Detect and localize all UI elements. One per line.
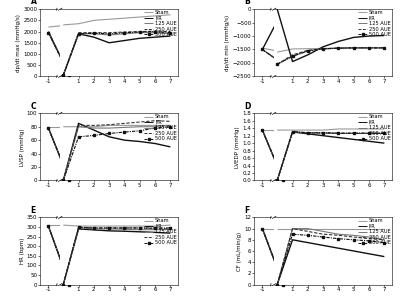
Text: F: F — [245, 206, 250, 215]
Y-axis label: CF (mL/min/g): CF (mL/min/g) — [237, 231, 242, 271]
Legend: Sham, I/R, 125 AUE, 250 AUE, 500 AUE: Sham, I/R, 125 AUE, 250 AUE, 500 AUE — [144, 114, 178, 142]
Text: E: E — [31, 206, 36, 215]
Y-axis label: HR (bpm): HR (bpm) — [20, 238, 25, 264]
Text: A: A — [31, 0, 37, 6]
Legend: Sham, I/R, 125 AUE, 250 AUE, 500 AUE: Sham, I/R, 125 AUE, 250 AUE, 500 AUE — [144, 218, 178, 246]
Text: B: B — [245, 0, 250, 6]
Y-axis label: dp/dt min (mmHg/s): dp/dt min (mmHg/s) — [226, 15, 230, 71]
Legend: Sham, I/R, 125 AUE, 250 AUE, 500 AUE: Sham, I/R, 125 AUE, 250 AUE, 500 AUE — [358, 10, 392, 38]
Y-axis label: dp/dt max (mmHg/s): dp/dt max (mmHg/s) — [16, 14, 21, 72]
Text: C: C — [31, 102, 36, 110]
Y-axis label: LVSP (mmHg): LVSP (mmHg) — [20, 128, 25, 166]
Legend: Sham, I/R, 125 AUE, 250 AUE, 500 AUE: Sham, I/R, 125 AUE, 250 AUE, 500 AUE — [144, 10, 178, 38]
Legend: Sham, I/R, 125 AUE, 250 AUE, 500 AUE: Sham, I/R, 125 AUE, 250 AUE, 500 AUE — [358, 218, 392, 246]
Text: D: D — [245, 102, 251, 110]
Y-axis label: LVEDP (mmHg): LVEDP (mmHg) — [235, 126, 240, 168]
Legend: Sham, I/R, 125 AUE, 250 AUE, 500 AUE: Sham, I/R, 125 AUE, 250 AUE, 500 AUE — [358, 114, 392, 142]
